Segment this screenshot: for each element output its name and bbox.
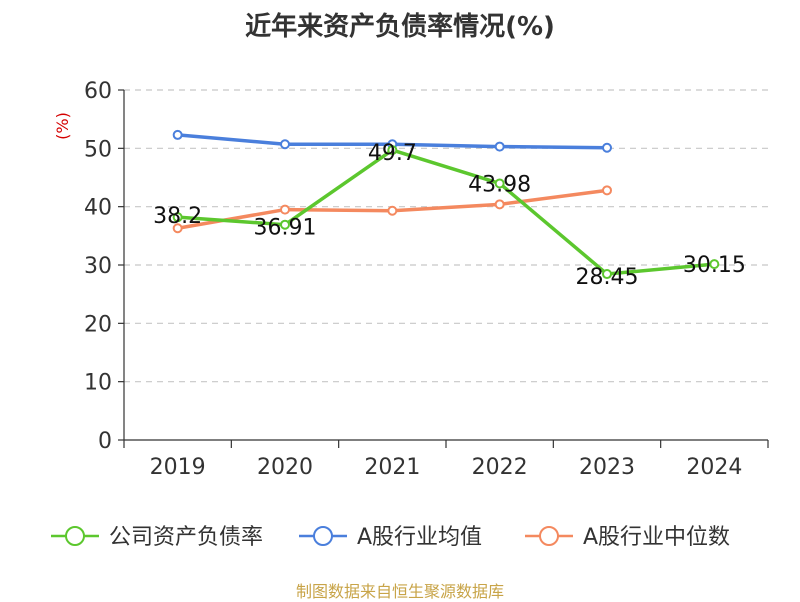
legend-label: A股行业中位数	[583, 525, 730, 550]
data-point[interactable]	[602, 142, 612, 153]
gridlines	[124, 89, 768, 383]
data-label: 38.2	[153, 204, 202, 229]
x-tick-label: 2023	[579, 455, 635, 480]
x-tick-label: 2019	[150, 455, 206, 480]
data-point[interactable]	[494, 178, 505, 189]
x-tick-label: 2024	[686, 455, 742, 480]
series-line	[177, 148, 715, 276]
data-point[interactable]	[494, 141, 505, 152]
data-point[interactable]	[709, 259, 720, 270]
data-label: 43.98	[468, 172, 531, 197]
y-tick-label: 20	[84, 312, 112, 337]
data-point[interactable]	[387, 205, 398, 216]
data-label: 36.91	[254, 216, 317, 241]
data-point[interactable]	[280, 219, 290, 230]
legend-marker	[313, 526, 333, 546]
legend-label: A股行业均值	[357, 525, 482, 550]
y-tick-label: 0	[98, 429, 112, 454]
data-point[interactable]	[602, 185, 612, 196]
source-note: 制图数据来自恒生聚源数据库	[295, 582, 504, 601]
data-point[interactable]	[280, 139, 290, 150]
legend[interactable]: 公司资产负债率 A股行业均值 A股行业中位数	[51, 525, 730, 550]
x-tick-label: 2020	[257, 455, 313, 480]
y-tick-label: 50	[84, 137, 112, 162]
legend-item[interactable]: A股行业中位数	[525, 525, 730, 550]
y-tick-label: 10	[84, 371, 112, 396]
data-point[interactable]	[172, 212, 183, 223]
legend-label: 公司资产负债率	[109, 525, 263, 550]
y-tick-label: 60	[84, 79, 112, 104]
y-tick-label: 40	[84, 196, 112, 221]
data-point[interactable]	[387, 145, 398, 156]
data-point[interactable]	[602, 269, 612, 280]
x-tick-label: 2022	[472, 455, 528, 480]
data-label: 30.15	[683, 253, 746, 278]
x-tick-label: 2021	[364, 455, 420, 480]
legend-item[interactable]: 公司资产负债率	[51, 525, 263, 550]
data-point[interactable]	[494, 199, 505, 210]
legend-item[interactable]: A股行业均值	[299, 525, 482, 550]
data-label: 28.45	[576, 265, 639, 290]
chart-title: 近年来资产负债率情况(%)	[245, 12, 555, 42]
legend-marker	[65, 526, 85, 546]
series-lines	[172, 129, 720, 280]
data-label: 49.7	[368, 141, 417, 166]
y-axis-unit-label: (%)	[53, 112, 72, 140]
data-labels: 38.2 36.91 49.7 43.98 28.45 30.15	[153, 141, 746, 290]
data-point[interactable]	[172, 223, 183, 234]
y-tick-label: 30	[84, 254, 112, 279]
legend-marker	[539, 526, 559, 546]
data-point[interactable]	[172, 129, 183, 140]
axes: 0 10 20 30 40 50 60 2019 2020 2021 2022 2023 2024	[84, 79, 769, 480]
data-point[interactable]	[280, 204, 290, 215]
